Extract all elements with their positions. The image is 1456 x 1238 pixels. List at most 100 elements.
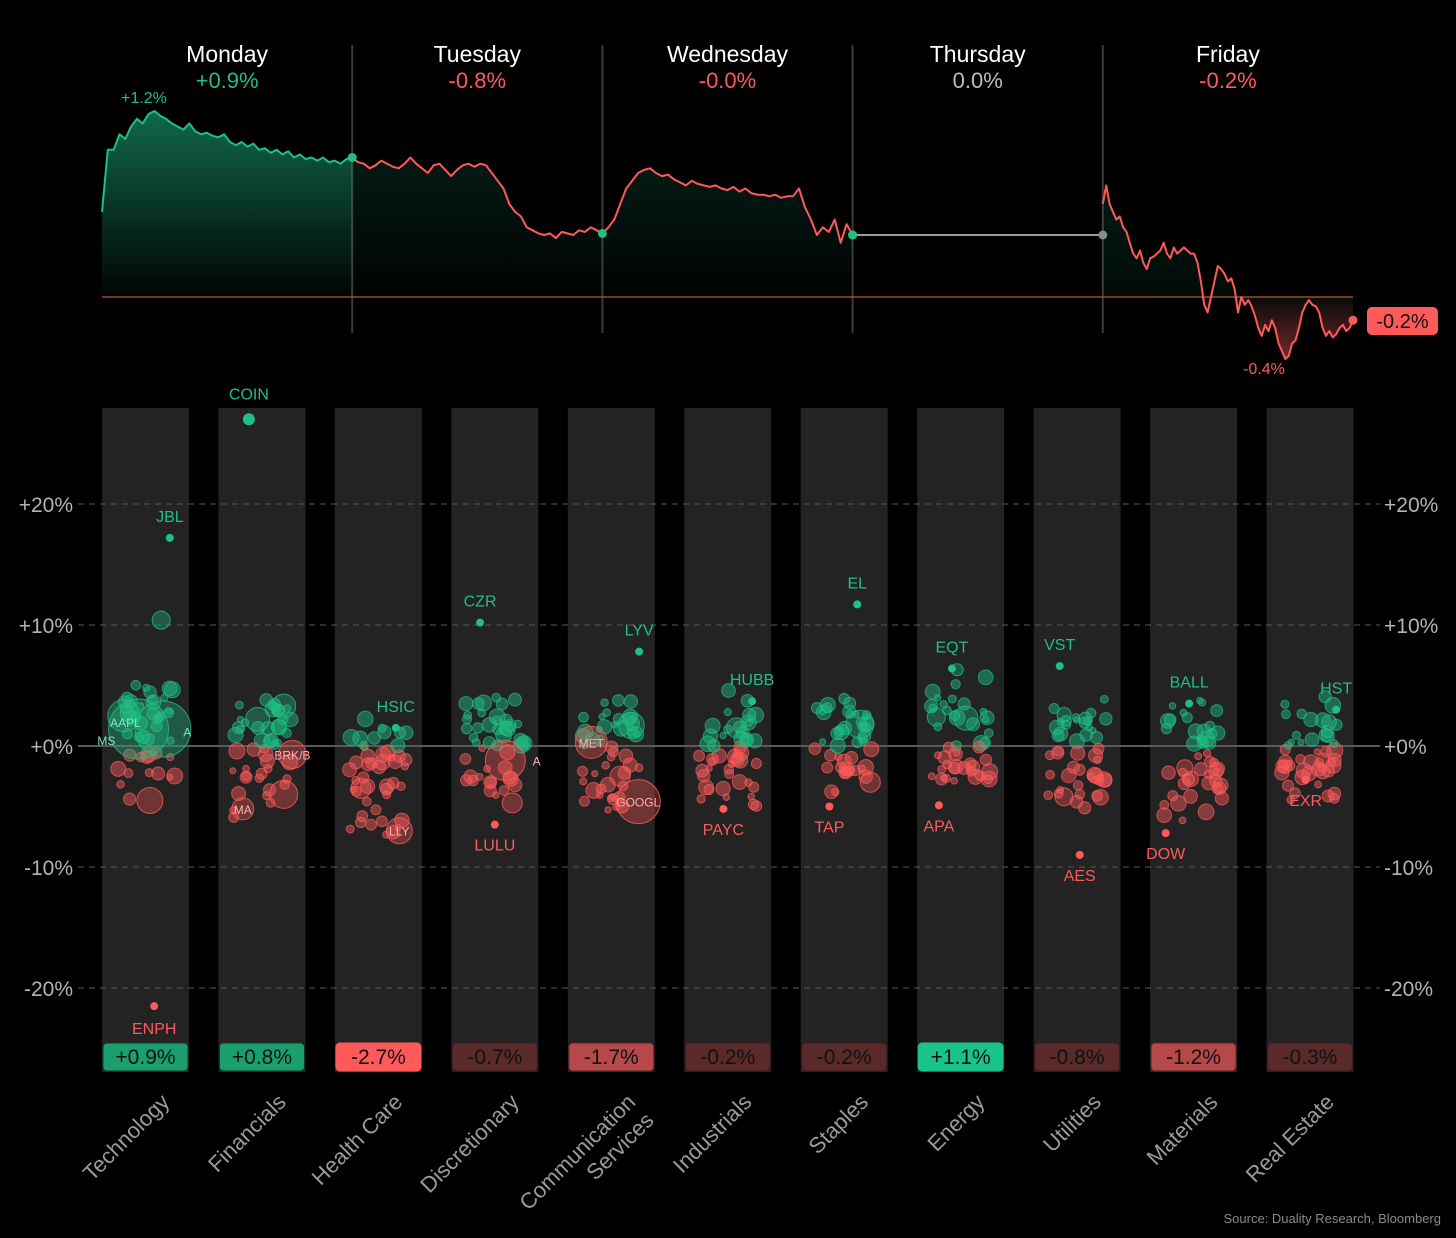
sector-bubbles [1274,690,1344,805]
stock-bubble [231,786,247,802]
stock-bubble [863,741,880,758]
stock-bubble [133,716,149,731]
stock-bubble [952,749,961,757]
stock-bubble [1045,769,1056,780]
stock-bubble [604,806,612,814]
stock-bubble [345,824,355,834]
stock-bubble [598,713,606,721]
stock-bubble [840,766,853,779]
stock-label-a: A [533,755,541,769]
stock-bubble [1289,787,1301,800]
area-wednesday [602,168,853,297]
stock-bubble [349,785,358,794]
stock-bubble [838,692,850,705]
labelled-stock-dot [1332,705,1341,714]
stock-bubble [979,710,995,726]
stock-bubble [242,764,250,773]
stock-bubble [623,694,639,709]
labelled-stock-dot [825,802,834,811]
stock-bubble [1277,759,1293,774]
stock-bubble [399,753,413,767]
sector-change-text: -0.2% [817,1046,872,1069]
stock-bubble [600,698,609,707]
stock-bubble [269,779,299,809]
stock-bubble [715,780,731,797]
stock-bubble [255,767,268,780]
stock-bubble [398,725,414,741]
stock-bubble [108,698,170,760]
stock-bubble [400,762,409,771]
stock-bubble [1044,750,1055,761]
stock-bubble [824,748,837,762]
stock-bubble [947,694,957,704]
stock-bubble [702,728,719,744]
stock-bubble [963,757,977,771]
stock-bubble [612,694,625,707]
stock-bubble [1159,799,1170,810]
stock-bubble [859,721,872,734]
y-tick-right: -10% [1384,857,1433,880]
line-monday [101,110,353,212]
stock-bubble [933,722,943,732]
stock-label-aes: AES [1064,868,1096,885]
labelled-stock-dot [391,723,400,732]
stock-bubble [699,735,716,753]
stock-bubble [818,708,826,716]
line-tuesday [351,156,603,240]
sector-change-text: +0.8% [232,1046,292,1069]
sector-bubbles [1156,696,1229,825]
stock-bubble [1209,761,1225,777]
stock-bubble [831,787,840,797]
sector-label-group: Discretionary [415,1089,523,1197]
sector-label-group: Staples [803,1089,873,1159]
stock-label-tap: TAP [814,820,844,837]
stock-bubble [1170,795,1187,812]
stock-bubble [253,732,271,749]
sector-column [684,408,772,1072]
stock-bubble [1099,694,1109,704]
stock-bubble [468,732,479,743]
stock-bubble [277,739,307,769]
stock-bubble [740,732,755,747]
stock-bubble [695,763,710,778]
stock-bubble [1048,702,1060,715]
stock-bubble [477,708,487,718]
labelled-stock-dot [853,600,862,609]
stock-bubble [1067,760,1080,774]
stock-bubble [271,719,287,735]
stock-label-ball: BALL [1170,675,1209,692]
stock-label-aapl: AAPL [110,716,141,730]
stock-bubble [1321,789,1335,803]
stock-bubble [1279,743,1291,756]
stock-bubble [1196,723,1212,739]
stock-bubble [513,737,530,754]
day-close-dot [597,228,607,238]
stock-bubble [1156,807,1173,824]
stock-bubble [379,778,395,795]
sector-change-text: -0.7% [467,1046,522,1069]
day-change-tuesday: -0.8% [449,68,506,93]
stock-bubble [934,751,942,760]
sector-bubbles [1043,694,1113,815]
stock-bubble [1283,759,1296,772]
stock-bubble [815,704,832,721]
stock-bubble [1197,803,1215,821]
sector-label: Materials [1142,1089,1223,1170]
stock-label-ma: MA [234,803,252,817]
stock-bubble [972,740,986,754]
stock-bubble [483,775,498,790]
stock-bubble [979,753,993,767]
stock-bubble [134,700,192,758]
stock-bubble [1281,709,1291,720]
stock-bubble [376,815,388,828]
stock-bubble [742,707,757,722]
stock-label-lyv: LYV [625,623,654,640]
stock-bubble [377,723,387,733]
stock-bubble [1161,765,1176,780]
stock-bubble [604,740,619,754]
stock-bubble [110,760,127,777]
stock-bubble [234,700,244,710]
annotation-low: -0.4% [1243,361,1285,378]
stock-label-exr: EXR [1289,793,1322,810]
